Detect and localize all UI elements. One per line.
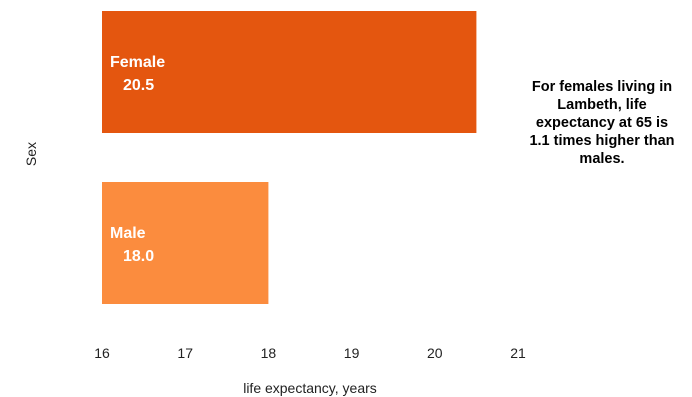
bar-female [102, 11, 476, 133]
x-tick-label: 19 [344, 345, 360, 361]
x-tick-label: 21 [510, 345, 526, 361]
bar-label-female: Female [110, 54, 165, 71]
annotation-text: For females living in Lambeth, life expe… [528, 78, 676, 168]
x-tick-labels: 16 17 18 19 20 21 [94, 345, 526, 361]
x-axis-title: life expectancy, years [243, 380, 377, 396]
x-tick-label: 18 [261, 345, 277, 361]
bar-value-female: 20.5 [123, 77, 154, 94]
y-axis-title: Sex [23, 142, 39, 166]
bar-label-male: Male [110, 225, 146, 242]
bar-value-male: 18.0 [123, 248, 154, 265]
x-tick-label: 16 [94, 345, 110, 361]
bars-layer: Female 20.5 Male 18.0 [102, 11, 476, 304]
x-tick-label: 20 [427, 345, 443, 361]
bar-male [102, 182, 268, 304]
x-tick-label: 17 [177, 345, 193, 361]
